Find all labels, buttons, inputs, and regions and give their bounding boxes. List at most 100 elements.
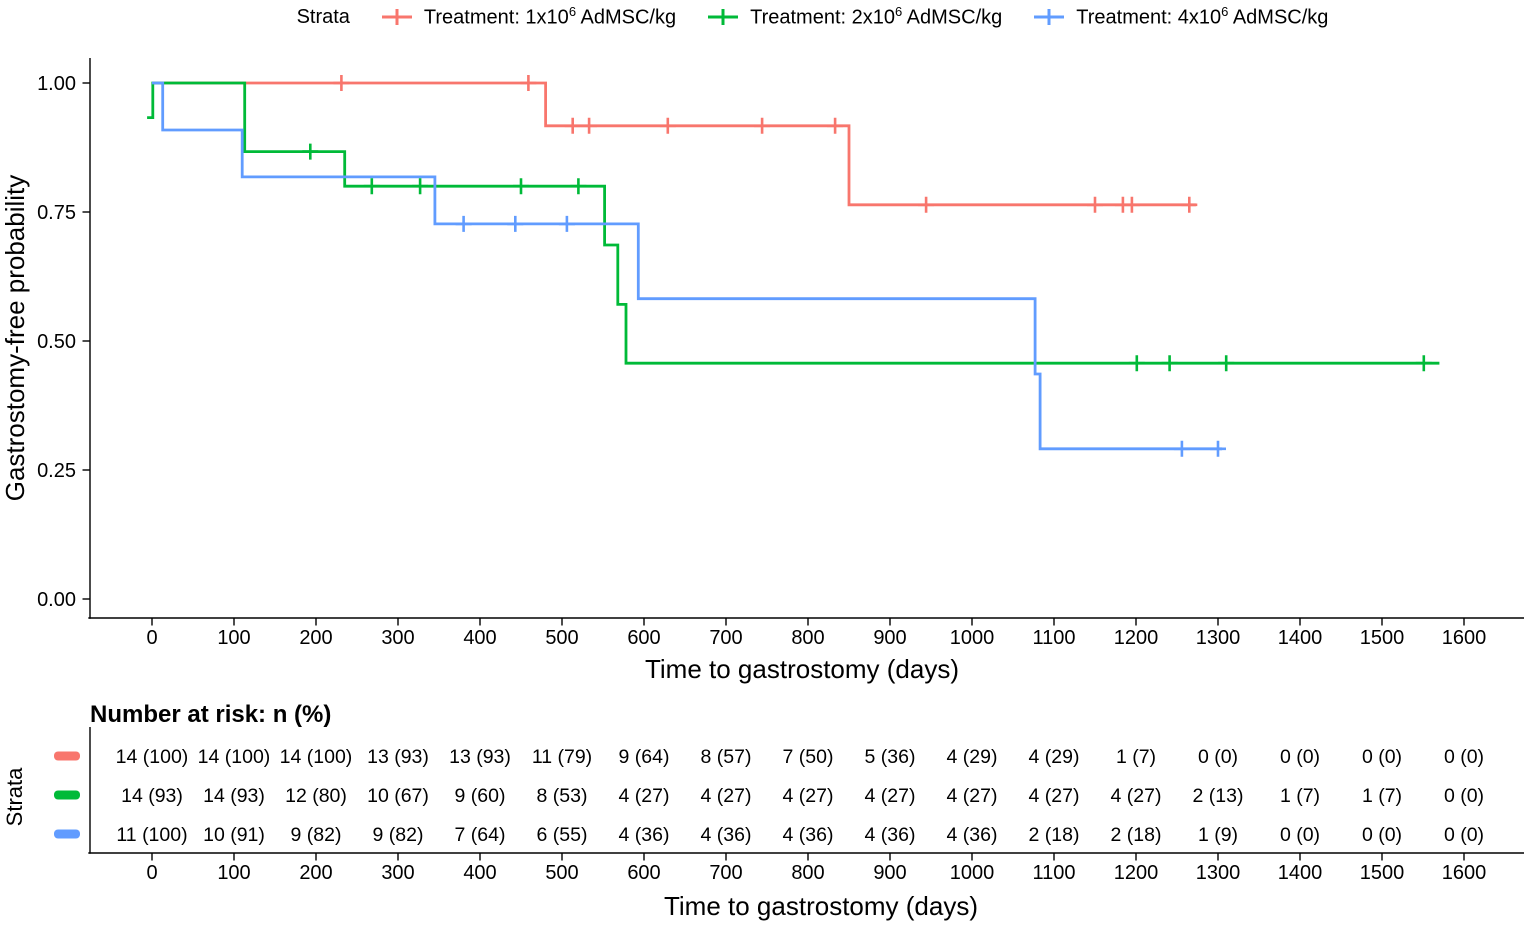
risk-count-cell: 8 (53) <box>537 785 588 807</box>
risk-count-cell: 6 (55) <box>537 824 588 846</box>
legend: Strata Treatment: 1x106 AdMSC/kg Treatme… <box>0 0 1535 34</box>
risk-count-cell: 1 (7) <box>1280 785 1320 807</box>
axes: 1.00 0.75 0.50 0.25 0.00 0 100 200 300 400 500 600 7… <box>37 58 1524 649</box>
risk-count-cell: 11 (100) <box>116 824 187 846</box>
risk-count-cell: 2 (13) <box>1193 785 1244 807</box>
y-tick-label: 1.00 <box>37 73 76 95</box>
y-tick-label: 0.50 <box>37 331 76 353</box>
risk-count-cell: 0 (0) <box>1280 746 1320 768</box>
x-tick-label: 1100 <box>1032 627 1075 649</box>
risk-count-cell: 4 (27) <box>865 785 916 807</box>
risk-count-cell: 1 (7) <box>1116 746 1156 768</box>
risk-count-cell: 12 (80) <box>285 785 347 807</box>
risk-count-cell: 0 (0) <box>1444 824 1484 846</box>
risk-count-cell: 8 (57) <box>701 746 752 768</box>
risk-count-cell: 13 (93) <box>449 746 511 768</box>
legend-item-label: Treatment: 1x106 AdMSC/kg <box>423 4 677 29</box>
risk-count-cell: 4 (36) <box>701 824 752 846</box>
risk-x-tick-label: 700 <box>709 862 742 884</box>
risk-count-cell: 9 (64) <box>619 746 670 768</box>
risk-count-cell: 2 (18) <box>1111 824 1162 846</box>
risk-x-tick-label: 500 <box>545 862 578 884</box>
risk-count-cell: 10 (91) <box>203 824 265 846</box>
y-axis-title: Gastrostomy-free probability <box>0 175 30 502</box>
survival-curve <box>152 81 1196 207</box>
strata-dash <box>54 790 80 800</box>
x-tick-label: 1500 <box>1360 627 1405 649</box>
risk-x-tick-label: 1300 <box>1196 862 1241 884</box>
x-tick-label: 300 <box>381 627 414 649</box>
censor-marks <box>302 75 1432 457</box>
censor-plus-marks <box>333 75 1198 213</box>
x-tick-label: 1200 <box>1114 627 1159 649</box>
censor-plus-marks <box>302 143 1432 372</box>
risk-count-cell: 7 (64) <box>455 824 506 846</box>
risk-count-cell: 1 (9) <box>1198 824 1238 846</box>
x-tick-label: 1600 <box>1442 627 1487 649</box>
risk-count-cell: 4 (27) <box>947 785 998 807</box>
x-axis-title: Time to gastrostomy (days) <box>645 654 959 684</box>
risk-count-cell: 4 (36) <box>783 824 834 846</box>
plus-marker-icon <box>1034 9 1065 25</box>
risk-count-cell: 14 (93) <box>121 785 183 807</box>
legend-item-label: Treatment: 2x106 AdMSC/kg <box>750 4 1003 29</box>
x-tick-label: 700 <box>709 627 742 649</box>
x-tick-label: 200 <box>299 627 332 649</box>
risk-count-cell: 7 (50) <box>783 746 834 768</box>
risk-table-x-axis-title: Time to gastrostomy (days) <box>664 891 978 921</box>
risk-x-tick-label: 1600 <box>1442 862 1487 884</box>
risk-x-tick-label: 200 <box>299 862 332 884</box>
risk-x-tick-label: 1400 <box>1278 862 1323 884</box>
risk-count-cell: 14 (100) <box>280 746 353 768</box>
legend-item-treatment-1: Treatment: 1x106 AdMSC/kg <box>380 4 676 30</box>
risk-count-cell: 1 (7) <box>1362 785 1402 807</box>
risk-x-tick-label: 800 <box>791 862 824 884</box>
plus-marker-icon <box>381 9 412 25</box>
x-tick-label: 800 <box>791 627 824 649</box>
risk-count-cell: 4 (29) <box>947 746 998 768</box>
risk-x-tick-label: 0 <box>146 862 157 884</box>
risk-count-cell: 14 (100) <box>198 746 271 768</box>
risk-count-cell: 0 (0) <box>1444 785 1484 807</box>
risk-count-cell: 4 (27) <box>619 785 670 807</box>
risk-count-cell: 9 (82) <box>373 824 424 846</box>
risk-count-cell: 0 (0) <box>1280 824 1320 846</box>
risk-table: 0 100 200 300 400 500 600 700 800 900 1000 1100 1200… <box>54 727 1524 884</box>
risk-count-cell: 2 (18) <box>1029 824 1080 846</box>
x-tick-label: 900 <box>873 627 906 649</box>
x-tick-label: 1000 <box>950 627 995 649</box>
legend-item-treatment-2: Treatment: 2x106 AdMSC/kg <box>706 4 1002 30</box>
risk-count-cell: 4 (27) <box>701 785 752 807</box>
legend-item-treatment-4: Treatment: 4x106 AdMSC/kg <box>1032 4 1328 30</box>
survival-curves <box>147 81 1440 451</box>
risk-x-tick-label: 600 <box>627 862 660 884</box>
censor-plus-marks <box>455 215 1226 457</box>
x-tick-label: 100 <box>217 627 250 649</box>
survival-curve <box>147 81 1440 365</box>
risk-x-tick-label: 1000 <box>950 862 995 884</box>
risk-x-tick-label: 1500 <box>1360 862 1405 884</box>
legend-item-label: Treatment: 4x106 AdMSC/kg <box>1076 4 1329 29</box>
risk-count-cell: 0 (0) <box>1362 824 1402 846</box>
risk-table-strata-label: Strata <box>2 767 27 826</box>
risk-count-cell: 11 (79) <box>532 746 592 768</box>
risk-count-cell: 0 (0) <box>1198 746 1238 768</box>
survival-curve <box>152 81 1223 451</box>
risk-table-title: Number at risk: n (%) <box>90 701 331 728</box>
risk-count-cell: 0 (0) <box>1444 746 1484 768</box>
plus-marker-icon <box>708 9 739 25</box>
risk-count-cell: 0 (0) <box>1362 746 1402 768</box>
x-tick-label: 1400 <box>1278 627 1323 649</box>
y-tick-label: 0.00 <box>37 589 76 611</box>
risk-x-tick-label: 1200 <box>1114 862 1159 884</box>
risk-count-cell: 4 (36) <box>619 824 670 846</box>
risk-x-tick-label: 100 <box>217 862 250 884</box>
y-tick-label: 0.75 <box>37 202 76 224</box>
x-tick-label: 500 <box>545 627 578 649</box>
risk-x-tick-label: 400 <box>463 862 496 884</box>
risk-count-cell: 10 (67) <box>367 785 429 807</box>
risk-count-cell: 4 (36) <box>947 824 998 846</box>
x-tick-label: 600 <box>627 627 660 649</box>
